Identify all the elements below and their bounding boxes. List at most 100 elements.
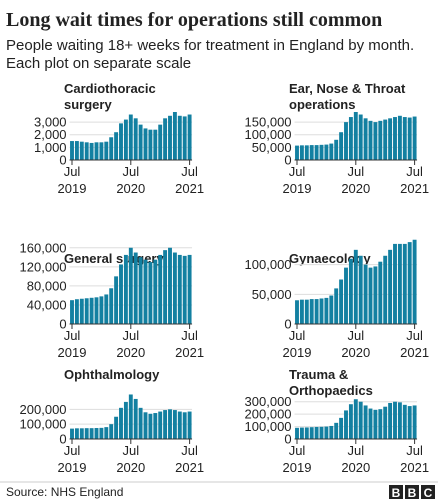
bar	[393, 243, 397, 324]
y-tick-label: 120,000	[20, 259, 67, 274]
bar	[138, 407, 143, 439]
bar	[187, 411, 192, 439]
bar	[119, 264, 123, 324]
bar	[70, 300, 74, 324]
bar	[378, 409, 383, 439]
x-tick-label: Jul 2020	[341, 443, 370, 475]
bar	[329, 143, 334, 160]
bar	[412, 116, 417, 160]
bar	[138, 124, 143, 160]
y-tick-label: 0	[284, 317, 291, 332]
logo-box	[389, 485, 403, 499]
bar	[348, 404, 353, 439]
bar	[168, 247, 172, 324]
bar	[299, 299, 304, 324]
bar	[109, 288, 114, 324]
bar	[104, 427, 109, 439]
bar	[119, 123, 123, 160]
bar	[412, 239, 417, 324]
bar	[363, 405, 368, 439]
bar	[402, 243, 407, 324]
x-tick-label: Jul 2021	[400, 164, 429, 196]
bar	[70, 428, 74, 439]
bar	[319, 298, 324, 324]
bar	[383, 406, 388, 439]
bar	[74, 428, 79, 439]
bar	[344, 122, 348, 160]
bar	[314, 299, 319, 324]
bar	[373, 122, 378, 160]
x-tick-label: Jul 2021	[175, 164, 204, 196]
bar	[168, 115, 172, 160]
y-tick-label: 80,000	[27, 278, 67, 293]
bar	[182, 255, 187, 324]
bar	[123, 401, 128, 439]
x-tick-label: Jul 2019	[283, 164, 312, 196]
bar	[393, 401, 397, 439]
bar	[94, 297, 99, 324]
bar	[84, 142, 89, 160]
bar	[99, 427, 104, 439]
bar	[407, 406, 412, 439]
bar	[114, 132, 119, 160]
bar	[412, 405, 417, 439]
x-tick-label: Jul 2020	[116, 328, 145, 360]
bar	[89, 428, 94, 439]
bar	[388, 249, 393, 324]
bar	[168, 409, 172, 439]
bar	[304, 427, 309, 439]
bar	[148, 262, 153, 324]
bar	[388, 402, 393, 439]
bar	[177, 411, 182, 439]
panel-title: operations	[289, 97, 355, 112]
bar	[363, 264, 368, 324]
source: Source: NHS England	[6, 485, 123, 499]
bar	[353, 399, 358, 439]
bar	[119, 407, 123, 439]
y-tick-label: 160,000	[20, 240, 67, 255]
bar	[158, 411, 163, 439]
panel-title: Ear, Nose & Throat	[289, 81, 406, 96]
bar	[153, 259, 158, 324]
bar	[373, 409, 378, 439]
x-tick-label: Jul 2020	[341, 328, 370, 360]
x-tick-label: Jul 2021	[175, 328, 204, 360]
bar	[158, 254, 163, 324]
bar	[84, 298, 89, 324]
bar	[74, 141, 79, 160]
bar	[158, 124, 163, 160]
bar	[143, 128, 148, 160]
y-tick-label: 100,000	[20, 417, 67, 432]
bar	[177, 254, 182, 324]
bar	[128, 247, 133, 324]
bar	[397, 115, 402, 160]
bar	[138, 257, 143, 324]
bar	[79, 428, 84, 439]
bar	[334, 139, 339, 160]
x-tick-label: Jul 2020	[116, 443, 145, 475]
bar	[402, 404, 407, 439]
y-tick-label: 200,000	[20, 402, 67, 417]
bar	[295, 427, 299, 439]
bar	[368, 120, 373, 160]
bar	[133, 118, 138, 160]
bar	[334, 422, 339, 439]
bar	[177, 115, 182, 160]
y-tick-label: 40,000	[27, 297, 67, 312]
bar	[295, 145, 299, 160]
bar	[114, 416, 119, 439]
logo-letter: C	[424, 486, 433, 500]
bar	[114, 276, 119, 324]
bar	[309, 145, 314, 160]
bar	[172, 112, 177, 160]
x-tick-label: Jul 2019	[58, 443, 87, 475]
bar	[407, 242, 412, 324]
bar	[299, 427, 304, 439]
subtitle: Each plot on separate scale	[6, 55, 191, 72]
bar	[378, 120, 383, 160]
bar	[299, 145, 304, 160]
y-tick-label: 2,000	[34, 127, 67, 142]
bar	[99, 296, 104, 324]
bar	[128, 114, 133, 160]
